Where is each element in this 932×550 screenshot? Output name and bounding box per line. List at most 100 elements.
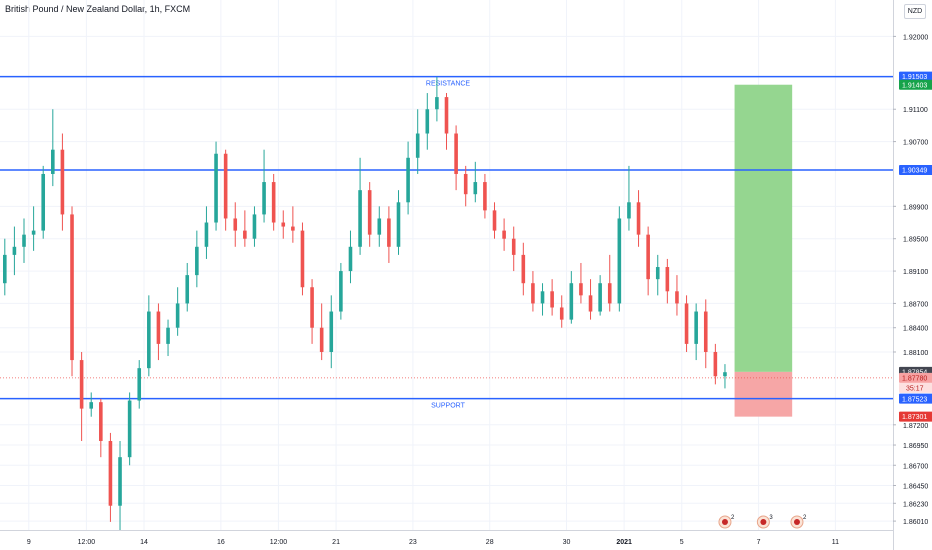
- candle-body: [598, 283, 602, 312]
- candle-body: [502, 230, 506, 239]
- candle-body: [214, 153, 218, 223]
- event-marker-uk-2[interactable]: 3: [756, 515, 773, 529]
- price-tick-label: 1.92000: [903, 34, 928, 41]
- price-tick-label: 1.86950: [903, 443, 928, 450]
- candle-body: [147, 311, 151, 369]
- time-tick-label: 28: [486, 539, 494, 546]
- price-tags: 1.915031.914031.903491.878541.8778035:17…: [899, 71, 932, 422]
- time-tick-label: 11: [832, 539, 839, 546]
- time-tick-label: 21: [332, 539, 340, 546]
- candle-body: [540, 291, 545, 304]
- time-tick-label: 12:00: [270, 539, 288, 546]
- event-marker-nz[interactable]: 2: [790, 515, 807, 529]
- candle-body: [31, 230, 36, 235]
- event-flag-center: [793, 519, 800, 525]
- price-tick-label: 1.91100: [903, 107, 928, 114]
- price-tick-label: 1.86230: [903, 501, 928, 508]
- candle-body: [454, 133, 458, 174]
- candle-body: [271, 182, 276, 223]
- candle-body: [127, 400, 132, 458]
- candle-body: [415, 133, 420, 158]
- candle-body: [223, 153, 228, 219]
- countdown-label: 35:17: [906, 385, 924, 392]
- currency-badge[interactable]: NZD: [904, 4, 926, 19]
- loss-zone: [734, 371, 793, 417]
- time-axis[interactable]: 9 12:00 14 16 12:00 21 23 28 30 2021 5 7 11: [0, 530, 893, 547]
- support-price-tag-bg: [899, 393, 932, 404]
- event-count-label: 2: [731, 515, 735, 521]
- time-tick-label: 23: [409, 539, 417, 546]
- candle-body: [348, 246, 353, 272]
- candle-body: [531, 283, 535, 304]
- candle-body: [175, 303, 180, 328]
- current-price-tag: 1.87780: [902, 375, 927, 382]
- target-price-tag: 1.91403: [902, 82, 927, 89]
- candle-body: [262, 182, 266, 215]
- candle-body: [377, 218, 382, 235]
- price-axis[interactable]: 1.92000 1.91100 1.90700 1.89900 1.89500 1.891…: [893, 0, 928, 550]
- candle-body: [89, 402, 94, 409]
- candle-body: [492, 210, 497, 231]
- candle-body: [550, 291, 554, 308]
- candle-body: [99, 402, 103, 441]
- candle-body: [358, 190, 362, 247]
- candle-body: [252, 214, 257, 239]
- candles: [3, 76, 727, 530]
- candle-body: [243, 230, 247, 239]
- candle-body: [559, 307, 564, 320]
- candle-body: [675, 291, 679, 304]
- profit-zone: [734, 84, 793, 372]
- price-tick-label: 1.88100: [903, 350, 928, 357]
- candle-body: [473, 182, 478, 195]
- candle-body: [694, 311, 698, 344]
- candle-body: [463, 173, 468, 195]
- candle-body: [233, 218, 238, 231]
- time-tick-label: 30: [563, 539, 571, 546]
- candle-body: [569, 283, 574, 320]
- candle-body: [703, 311, 708, 352]
- candle-body: [12, 246, 17, 255]
- event-flag-center: [760, 519, 767, 525]
- price-tick-label: 1.90700: [903, 140, 928, 147]
- candle-body: [51, 149, 55, 174]
- candle-body: [588, 295, 593, 312]
- candle-body: [195, 246, 199, 276]
- current-price-tag-bg: [899, 372, 932, 383]
- candle-body: [425, 109, 430, 134]
- candle-body: [636, 202, 641, 235]
- candle-body: [60, 149, 65, 215]
- mid-level-price-tag-bg: [899, 165, 932, 176]
- candle-body: [79, 360, 84, 409]
- price-tick-label: 1.86700: [903, 463, 928, 470]
- candle-body: [281, 222, 286, 227]
- level-lines[interactable]: RESISTANCE SUPPORT: [0, 75, 893, 410]
- candle-body: [3, 254, 7, 284]
- candle-body: [118, 457, 122, 506]
- candle-body: [319, 327, 324, 352]
- candle-body: [300, 230, 305, 288]
- candle-body: [483, 182, 487, 211]
- candle-body: [185, 275, 190, 304]
- candle-body: [70, 214, 74, 361]
- candle-body: [204, 222, 209, 247]
- resistance-price-tag: 1.91503: [902, 74, 927, 81]
- stop-price-tag-bg: [899, 411, 932, 422]
- time-tick-label: 14: [140, 539, 148, 546]
- candle-body: [723, 372, 727, 377]
- resistance-label: RESISTANCE: [426, 81, 471, 88]
- candle-body: [646, 234, 650, 280]
- symbol-title: British Pound / New Zealand Dollar, 1h, …: [5, 4, 191, 14]
- event-flag-center: [721, 519, 728, 525]
- event-marker-uk[interactable]: 2: [718, 515, 735, 529]
- time-tick-label: 16: [217, 539, 225, 546]
- support-price-tag: 1.87523: [902, 396, 927, 403]
- candle-body: [627, 202, 631, 219]
- price-tick-label: 1.89500: [903, 237, 928, 244]
- candle-body: [367, 190, 372, 235]
- event-markers[interactable]: 2 3 2: [718, 515, 807, 529]
- candle-body: [607, 283, 612, 304]
- position-zones: [0, 84, 893, 417]
- candle-body: [444, 97, 449, 134]
- price-tick-label: 1.89100: [903, 269, 928, 276]
